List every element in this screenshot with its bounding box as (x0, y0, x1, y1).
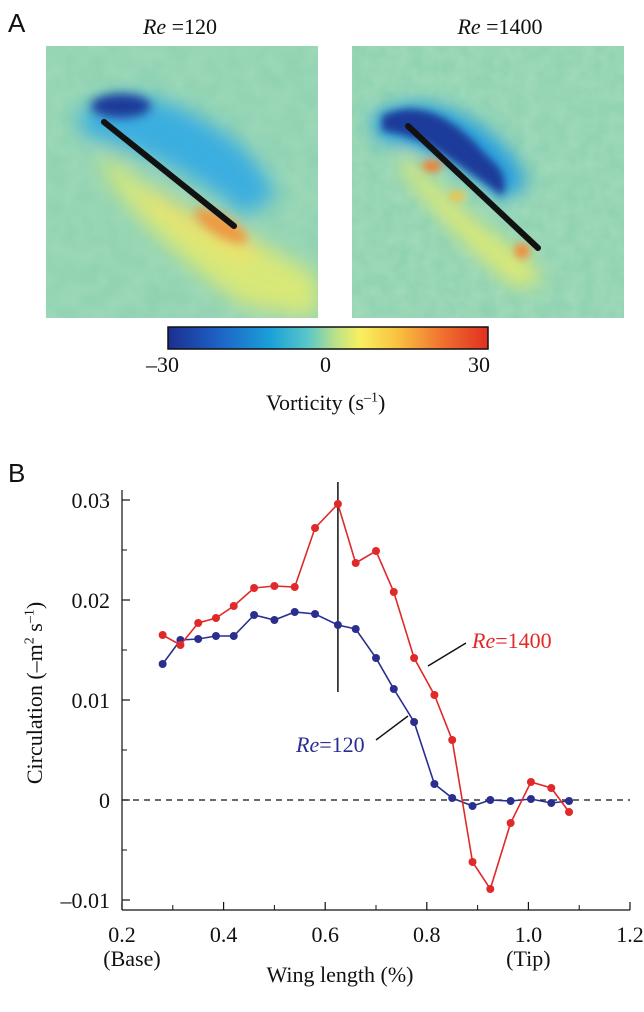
x-tick-label: 1.0 (515, 922, 543, 947)
data-point-re120 (211, 632, 220, 640)
data-point-re120 (372, 654, 380, 662)
data-point-re1400 (176, 641, 185, 649)
data-point-re1400 (547, 784, 556, 792)
data-point-re1400 (290, 583, 299, 591)
data-point-re120 (194, 635, 203, 643)
y-tick-label: 0.01 (72, 688, 111, 713)
data-point-re120 (506, 797, 515, 805)
series-label-re120: Re=120 (295, 732, 365, 757)
data-point-re120 (270, 616, 279, 624)
data-point-re1400 (565, 808, 574, 816)
colorbar-tick-mid: 0 (320, 352, 331, 377)
x-axis-label: Wing length (%) (266, 962, 414, 987)
x-tick-label: 0.6 (311, 922, 339, 947)
data-point-re120 (389, 685, 398, 693)
data-point-re120 (290, 608, 299, 616)
vorticity-map-re1400 (352, 46, 624, 318)
data-point-re1400 (229, 602, 238, 610)
data-point-re120 (565, 797, 574, 805)
data-point-re1400 (333, 500, 342, 508)
map-title-re1400: Re =1400 (400, 14, 600, 40)
colorbar-tick-max: 30 (468, 352, 490, 377)
y-tick-label: 0.02 (72, 588, 111, 613)
data-point-re120 (229, 632, 238, 640)
data-point-re120 (526, 795, 535, 803)
data-point-re1400 (506, 819, 515, 827)
colorbar-label-main: Vorticity (s (266, 390, 364, 415)
data-point-re120 (430, 780, 439, 788)
data-point-re1400 (311, 524, 320, 532)
data-point-re1400 (250, 584, 259, 592)
data-point-re120 (351, 625, 360, 633)
data-point-re120 (158, 660, 167, 668)
x-sub-label: (Tip) (506, 946, 550, 971)
y-tick-label: 0 (99, 788, 110, 813)
colorbar-tick-min: –30 (146, 352, 179, 377)
data-point-re120 (410, 718, 419, 726)
x-tick-label: 0.4 (210, 922, 238, 947)
leader-line-re1400 (427, 642, 467, 667)
data-point-re120 (486, 796, 495, 804)
vorticity-map-re120 (46, 46, 318, 318)
map-title-italic: Re (457, 14, 481, 39)
x-tick-label: 1.2 (616, 922, 644, 947)
data-point-re1400 (158, 631, 167, 639)
data-point-re120 (547, 799, 556, 807)
series-line-re1400 (162, 502, 570, 891)
series-label-re1400: Re=1400 (471, 628, 552, 653)
panel-a-letter: A (8, 8, 26, 38)
data-point-re1400 (486, 885, 495, 893)
data-point-re120 (333, 621, 342, 629)
map-title-italic: Re (142, 14, 167, 39)
data-point-re1400 (448, 736, 457, 744)
y-tick-label: –0.01 (60, 888, 111, 913)
wing-line-re120 (101, 119, 237, 229)
x-sub-label: (Base) (103, 946, 160, 971)
colorbar-label-end: ) (377, 390, 386, 415)
y-tick-label: 0.03 (72, 488, 111, 513)
data-point-re1400 (430, 691, 439, 699)
map-title-re120: Re =120 (90, 14, 270, 40)
data-point-re1400 (372, 547, 380, 555)
data-point-re1400 (270, 582, 279, 590)
data-point-re120 (468, 802, 477, 810)
map-title-value: =1400 (480, 14, 543, 39)
data-point-re1400 (351, 559, 360, 567)
wing-line-re1400 (405, 123, 541, 251)
colorbar-label: Vorticity (s–1) (266, 390, 385, 416)
map-title-value: =120 (166, 14, 218, 39)
series-line-re120 (161, 611, 570, 807)
data-point-re1400 (410, 654, 419, 662)
data-point-re120 (250, 611, 259, 619)
data-point-re1400 (211, 614, 220, 622)
x-tick-label: 0.8 (413, 922, 441, 947)
data-point-re1400 (389, 588, 398, 596)
panel-b-letter: B (8, 458, 26, 488)
data-point-re1400 (526, 778, 535, 786)
data-point-re1400 (194, 619, 203, 627)
data-point-re1400 (468, 858, 477, 866)
colorbar-label-sup: –1 (363, 390, 378, 406)
data-point-re120 (448, 794, 457, 802)
data-point-re120 (311, 610, 320, 618)
x-tick-label: 0.2 (108, 922, 136, 947)
leader-line-re120 (375, 715, 409, 741)
